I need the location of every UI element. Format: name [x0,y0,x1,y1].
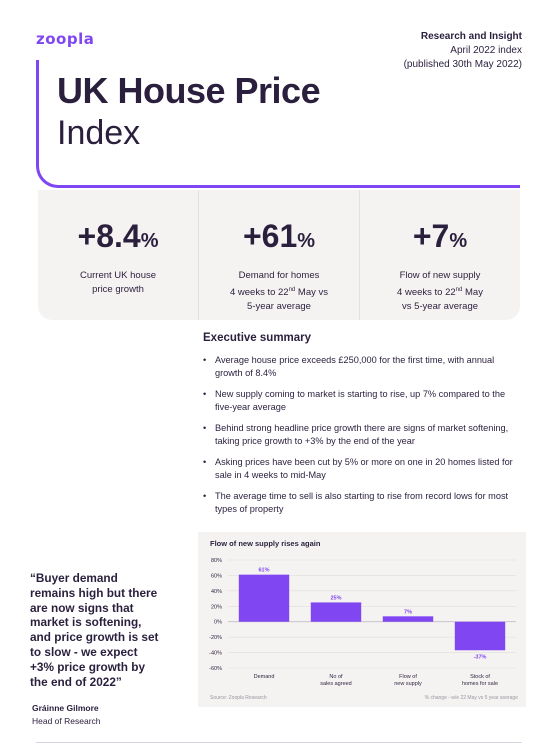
stat-value: +7% [412,218,468,254]
chart-bar [454,621,506,651]
author-role: Head of Research [32,716,101,726]
y-tick-label: 40% [211,589,222,595]
data-label: 61% [258,568,269,574]
chart-title: Flow of new supply rises again [210,539,321,548]
supply-chart: 80% 60% 40% 20% 0% -20% -40% -60% 61% Demand 25% No… [198,532,526,707]
x-tick-label: sales agreed [320,681,352,687]
title-frame: UK House Price Index [36,60,520,188]
meta-index-date: April 2022 index [450,45,522,56]
x-tick-label: homes for sale [462,681,498,687]
y-tick-label: 80% [211,558,222,564]
stat-value: +8.4% [77,218,159,254]
page-title: UK House Price [57,70,321,111]
meta-published-date: (published 30th May 2022) [403,59,522,70]
summary-bullet: Asking prices have been cut by 5% or mor… [203,456,523,482]
x-tick-label: new supply [394,681,422,687]
zoopla-logo: zoopla [36,30,95,48]
x-tick-label: No of [329,674,343,680]
chart-bar [238,574,290,622]
summary-bullet: Behind strong headline price growth ther… [203,422,523,448]
y-tick-label: -40% [209,651,222,657]
bottom-divider [36,742,522,743]
data-label: -37% [474,654,487,660]
summary-title: Executive summary [203,332,312,344]
stat-label: Demand for homes 4 weeks to 22nd May vs … [229,270,329,313]
chart-bar [310,602,362,622]
headline-stats: +8.4% Current UK house price growth +61%… [38,190,520,320]
stat-label: Current UK house price growth [79,270,157,295]
executive-summary: Executive summary Average house price ex… [203,332,523,524]
y-tick-label: -20% [209,635,222,641]
author-name: Gráinne Gilmore [32,703,99,713]
data-label: 7% [404,609,412,615]
stat-demand: +61% Demand for homes 4 weeks to 22nd Ma… [199,190,360,320]
stat-price-growth: +8.4% Current UK house price growth [38,190,199,320]
pull-quote: “Buyer demand remains high but there are… [30,571,159,689]
summary-bullet: The average time to sell is also startin… [203,490,523,516]
chart-canvas: 80% 60% 40% 20% 0% -20% -40% -60% 61% Demand 25% No… [209,558,516,687]
summary-bullet: New supply coming to market is starting … [203,388,523,414]
x-tick-label: Stock of [470,674,490,680]
report-meta: Research and Insight April 2022 index (p… [404,30,522,72]
y-tick-label: -60% [209,666,222,672]
x-tick-label: Flow of [399,674,417,680]
stat-new-supply: +7% Flow of new supply 4 weeks to 22nd M… [360,190,520,320]
data-label: 25% [330,595,341,601]
y-tick-label: 0% [214,620,222,626]
chart-note: % change - w/e 22 May vs 5 year average [424,695,518,701]
chart-source: Source: Zoopla Research [210,695,267,701]
summary-bullet: Average house price exceeds £250,000 for… [203,354,523,380]
stat-label: Flow of new supply 4 weeks to 22nd May v… [397,270,483,313]
quote-author: Gráinne Gilmore Head of Research [32,702,101,728]
x-tick-label: Demand [254,674,275,680]
y-tick-label: 20% [211,604,222,610]
chart-bar [382,616,434,622]
page-subtitle: Index [57,114,141,152]
stat-value: +61% [242,218,316,254]
meta-title: Research and Insight [420,31,522,42]
summary-list: Average house price exceeds £250,000 for… [203,354,523,516]
y-tick-label: 60% [211,573,222,579]
